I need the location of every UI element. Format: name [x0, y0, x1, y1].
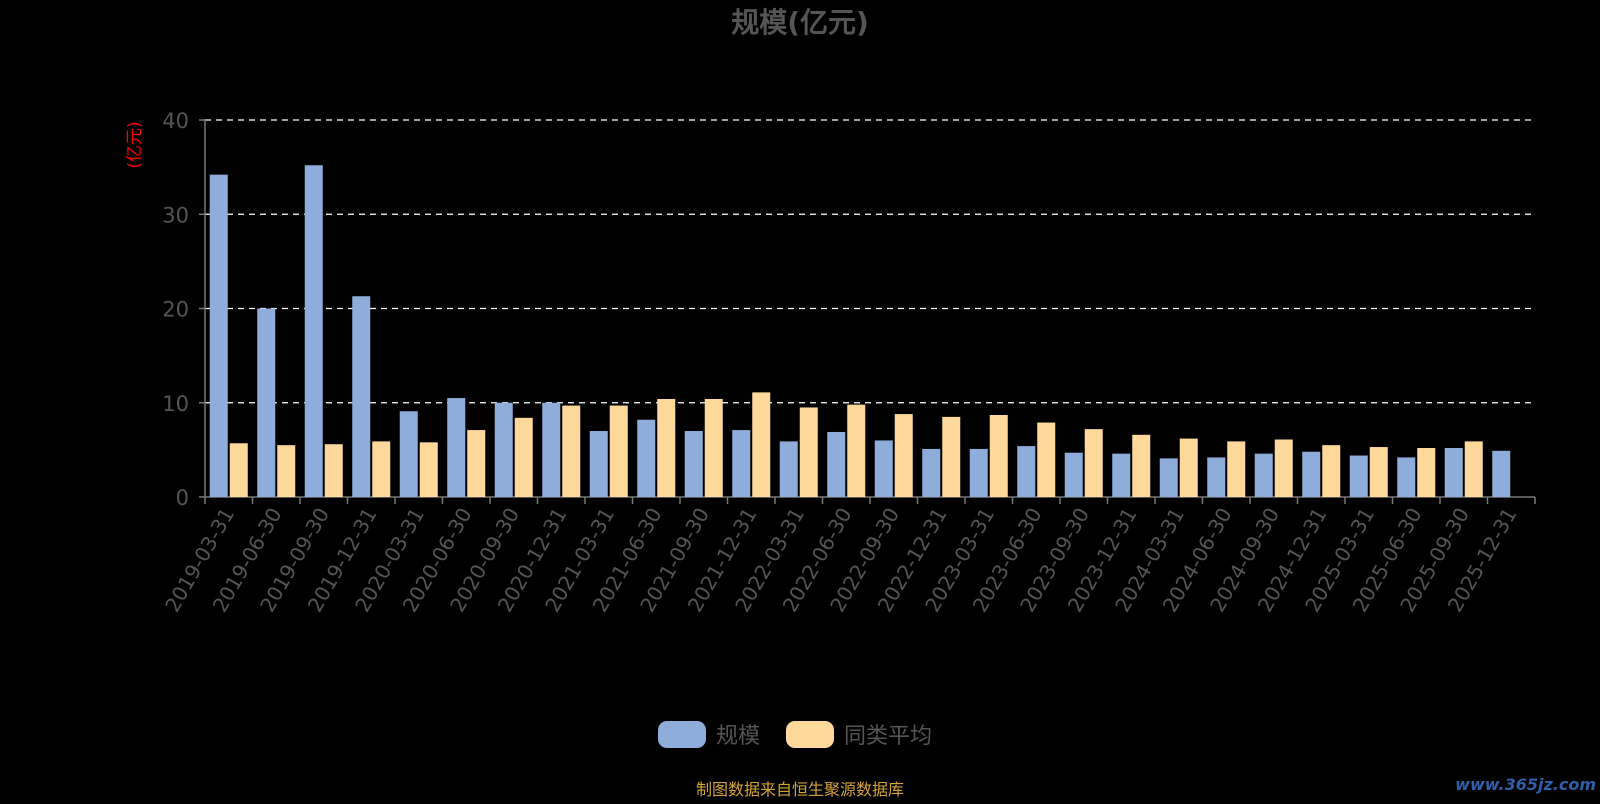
y-tick-label: 10	[162, 392, 189, 416]
bar-scale	[447, 398, 466, 497]
bar-category-average	[1179, 438, 1198, 497]
bar-scale	[827, 431, 846, 497]
bar-scale	[1444, 447, 1463, 497]
y-tick-label: 30	[162, 203, 189, 227]
bar-category-average	[229, 443, 248, 497]
bar-scale	[304, 165, 323, 498]
bar-scale	[922, 448, 941, 497]
bar-category-average	[372, 441, 391, 497]
bar-scale	[1159, 458, 1178, 497]
legend-swatch	[658, 721, 706, 748]
bar-scale	[352, 296, 371, 497]
bar-scale	[874, 440, 893, 497]
bar-category-average	[1227, 441, 1246, 497]
y-tick-label: 40	[162, 109, 189, 133]
bar-category-average	[1274, 439, 1293, 497]
chart-title: 规模(亿元)	[731, 6, 869, 39]
bar-scale	[1349, 455, 1368, 497]
bar-category-average	[609, 405, 628, 497]
bar-scale	[732, 430, 751, 497]
bar-category-average	[1037, 422, 1056, 497]
bar-scale	[1492, 450, 1511, 497]
bar-scale	[779, 441, 798, 497]
bar-scale	[399, 411, 418, 497]
bar-category-average	[467, 430, 486, 497]
bar-category-average	[657, 398, 676, 497]
bar-scale	[1207, 457, 1226, 497]
bar-category-average	[752, 392, 771, 497]
bar-category-average	[1417, 447, 1436, 497]
y-tick-label: 20	[162, 298, 189, 322]
bar-category-average	[942, 416, 961, 497]
y-tick-labels: 0 10 20 30 40	[162, 109, 189, 510]
y-tick-label: 0	[176, 486, 189, 510]
y-axis-title: (亿元)	[125, 121, 145, 168]
bar-category-average	[704, 398, 723, 497]
bar-category-average	[1132, 434, 1151, 497]
bar-scale	[1112, 453, 1131, 497]
bar-category-average	[989, 415, 1008, 497]
bar-scale	[494, 402, 513, 497]
data-source-note: 制图数据来自恒生聚源数据库	[696, 780, 904, 799]
bars	[209, 165, 1511, 498]
bar-category-average	[799, 407, 818, 497]
bar-scale	[257, 308, 276, 497]
bar-category-average	[1369, 447, 1388, 497]
bar-scale	[969, 448, 988, 497]
grid-lines	[205, 119, 1535, 404]
legend-swatch	[786, 721, 834, 748]
bar-scale	[589, 431, 608, 497]
bar-scale	[637, 419, 656, 497]
legend: 规模 同类平均	[658, 721, 932, 749]
bar-category-average	[1464, 441, 1483, 497]
bar-scale	[1254, 453, 1273, 497]
legend-label: 同类平均	[844, 724, 932, 749]
bar-scale	[1017, 446, 1036, 497]
bar-category-average	[277, 445, 296, 497]
bar-scale	[1302, 451, 1321, 497]
x-tick-labels: 2019-03-312019-06-302019-09-302019-12-31…	[160, 504, 1521, 617]
bar-category-average	[324, 444, 343, 497]
bar-category-average	[419, 442, 438, 497]
bar-category-average	[562, 405, 581, 497]
bar-scale	[1397, 457, 1416, 497]
bar-category-average	[1084, 429, 1103, 497]
bar-category-average	[847, 404, 866, 497]
bar-scale	[684, 431, 703, 497]
bar-scale	[542, 402, 561, 497]
bar-category-average	[894, 414, 913, 497]
bar-scale	[209, 174, 228, 498]
bar-scale	[1064, 452, 1083, 497]
bar-category-average	[1322, 445, 1341, 497]
legend-label: 规模	[716, 724, 760, 749]
watermark-text: www.365jz.com	[1455, 775, 1596, 794]
bar-category-average	[514, 417, 533, 497]
